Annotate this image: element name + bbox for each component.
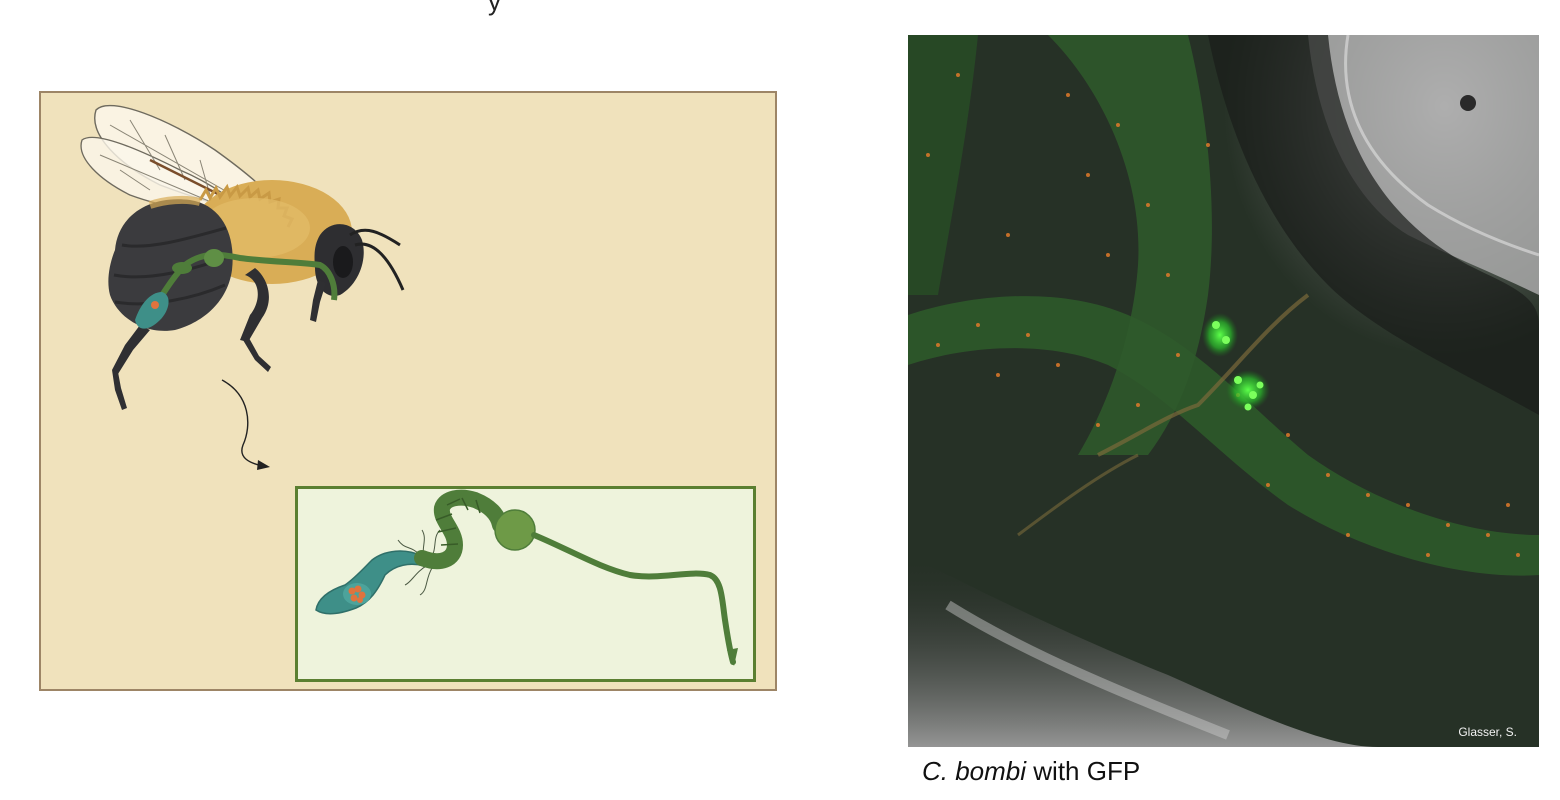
image-credit: Glasser, S. [1458,725,1517,739]
cropped-title-fragment: y [488,0,501,16]
bee-abdomen [108,195,233,331]
caption-text: with GFP [1026,756,1141,786]
gfp-signal [1202,313,1270,411]
curved-arrow-icon [221,379,270,470]
crop-segment [494,509,738,666]
caption-species: C. bombi [922,756,1027,786]
bee-head [314,224,405,296]
micrograph-image [908,35,1539,747]
micrograph-caption: C. bombi with GFP [922,756,1140,787]
orange-speckles [926,73,1520,557]
hindgut-segment [315,550,425,615]
midgut-segment [414,489,508,570]
bee-gut-overlay [135,249,338,329]
gfp-fluorescence-micrograph: Glasser, S. [908,35,1539,747]
bee-legs [112,268,326,410]
